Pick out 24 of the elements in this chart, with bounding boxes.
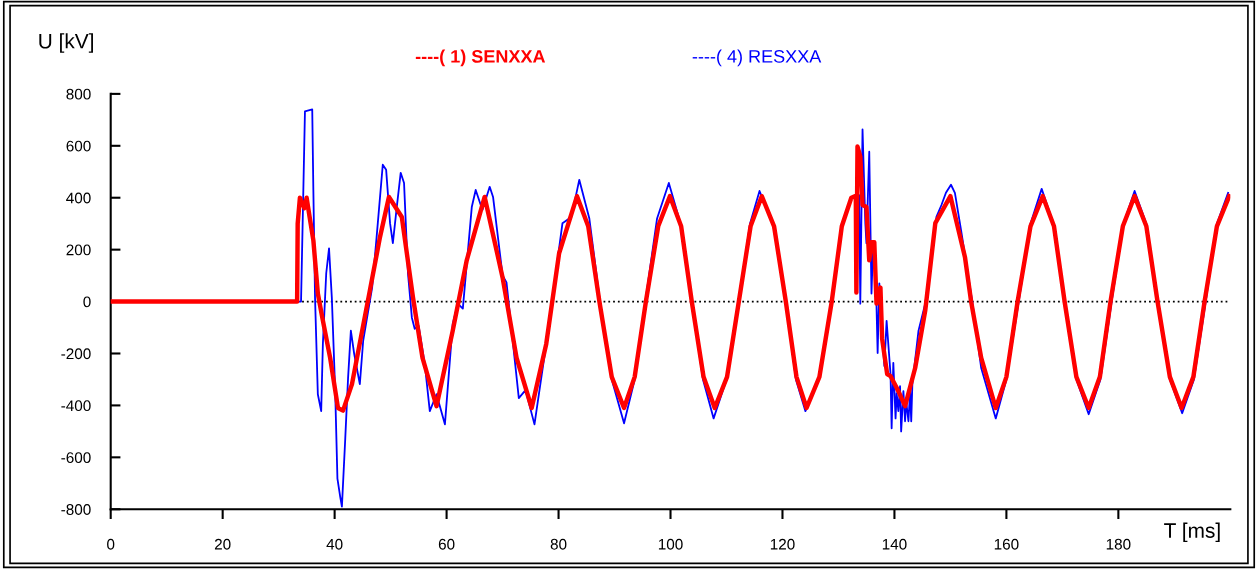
- x-tick-label: 160: [994, 538, 1019, 550]
- y-tick-label: 0: [83, 296, 91, 308]
- y-tick-label: -400: [61, 400, 91, 412]
- x-axis-title: T [ms]: [1164, 522, 1220, 543]
- text: ----( 1) SENXXA: [415, 49, 546, 67]
- x-tick-label: 100: [658, 538, 683, 550]
- y-tick-label: 400: [66, 192, 91, 204]
- y-tick-label: -200: [61, 348, 91, 360]
- x-tick-label: 140: [882, 538, 907, 550]
- y-tick-label: 800: [66, 88, 91, 100]
- y-tick-label: 600: [66, 140, 91, 152]
- y-tick-label: -800: [61, 504, 91, 515]
- x-tick-label: 80: [550, 538, 567, 550]
- x-tick-label: 0: [107, 538, 115, 550]
- x-tick-label: 180: [1106, 538, 1131, 550]
- line-series: [110, 144, 1231, 413]
- x-tick-label: 40: [326, 538, 343, 550]
- text: ----( 4) RESXXA: [692, 49, 822, 67]
- y-axis-title: U [kV]: [39, 33, 93, 53]
- x-tick-label: 20: [214, 538, 231, 550]
- y-tick-label: -600: [61, 452, 91, 464]
- y-tick-label: 200: [66, 244, 91, 256]
- x-tick-label: 60: [438, 538, 455, 550]
- x-tick-label: 120: [770, 538, 795, 550]
